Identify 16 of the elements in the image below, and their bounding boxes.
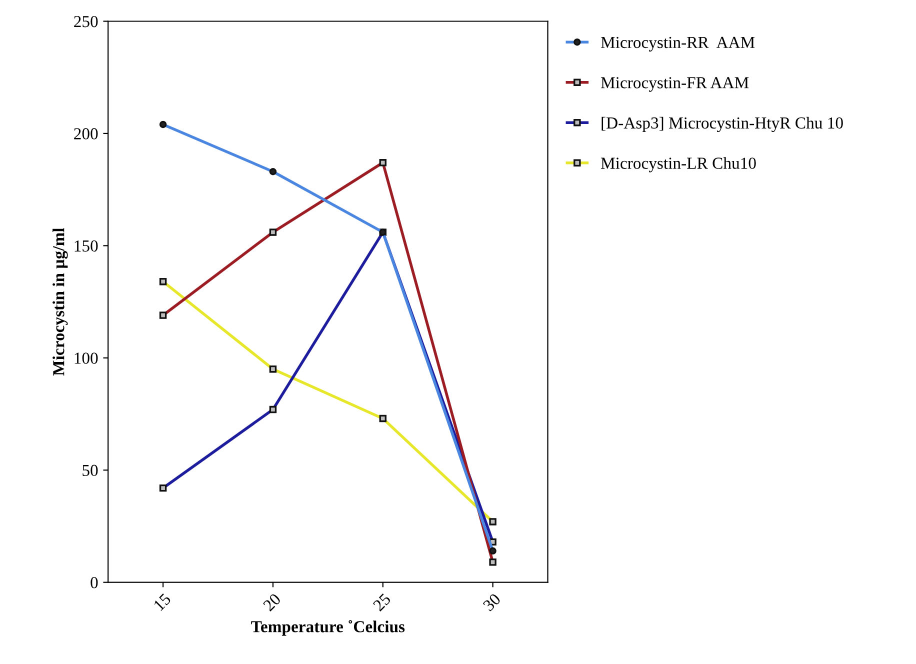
y-tick-label: 100 — [74, 352, 98, 364]
legend-label: Microcystin-RR AAM — [600, 36, 755, 52]
legend-label: Microcystin-LR Chu10 — [600, 157, 756, 172]
legend-label: Microcystin-FR AAM — [600, 77, 749, 92]
y-axis-title: Microcystin in µg/ml — [52, 228, 68, 376]
y-tick-label: 250 — [74, 16, 98, 28]
x-axis-title: Temperature ˚Celcius — [251, 620, 405, 636]
x-tick-label: 30 — [482, 592, 502, 612]
x-tick-label: 15 — [153, 592, 172, 612]
x-tick-label: 25 — [372, 592, 392, 612]
y-tick-label: 150 — [74, 240, 98, 252]
legend-label: [D-Asp3] Microcystin-HtyR Chu 10 — [602, 116, 843, 132]
y-tick-label: 200 — [74, 128, 98, 140]
y-tick-label: 0 — [90, 577, 98, 588]
y-tick-label: 50 — [82, 464, 98, 476]
x-tick-label: 20 — [262, 592, 282, 612]
